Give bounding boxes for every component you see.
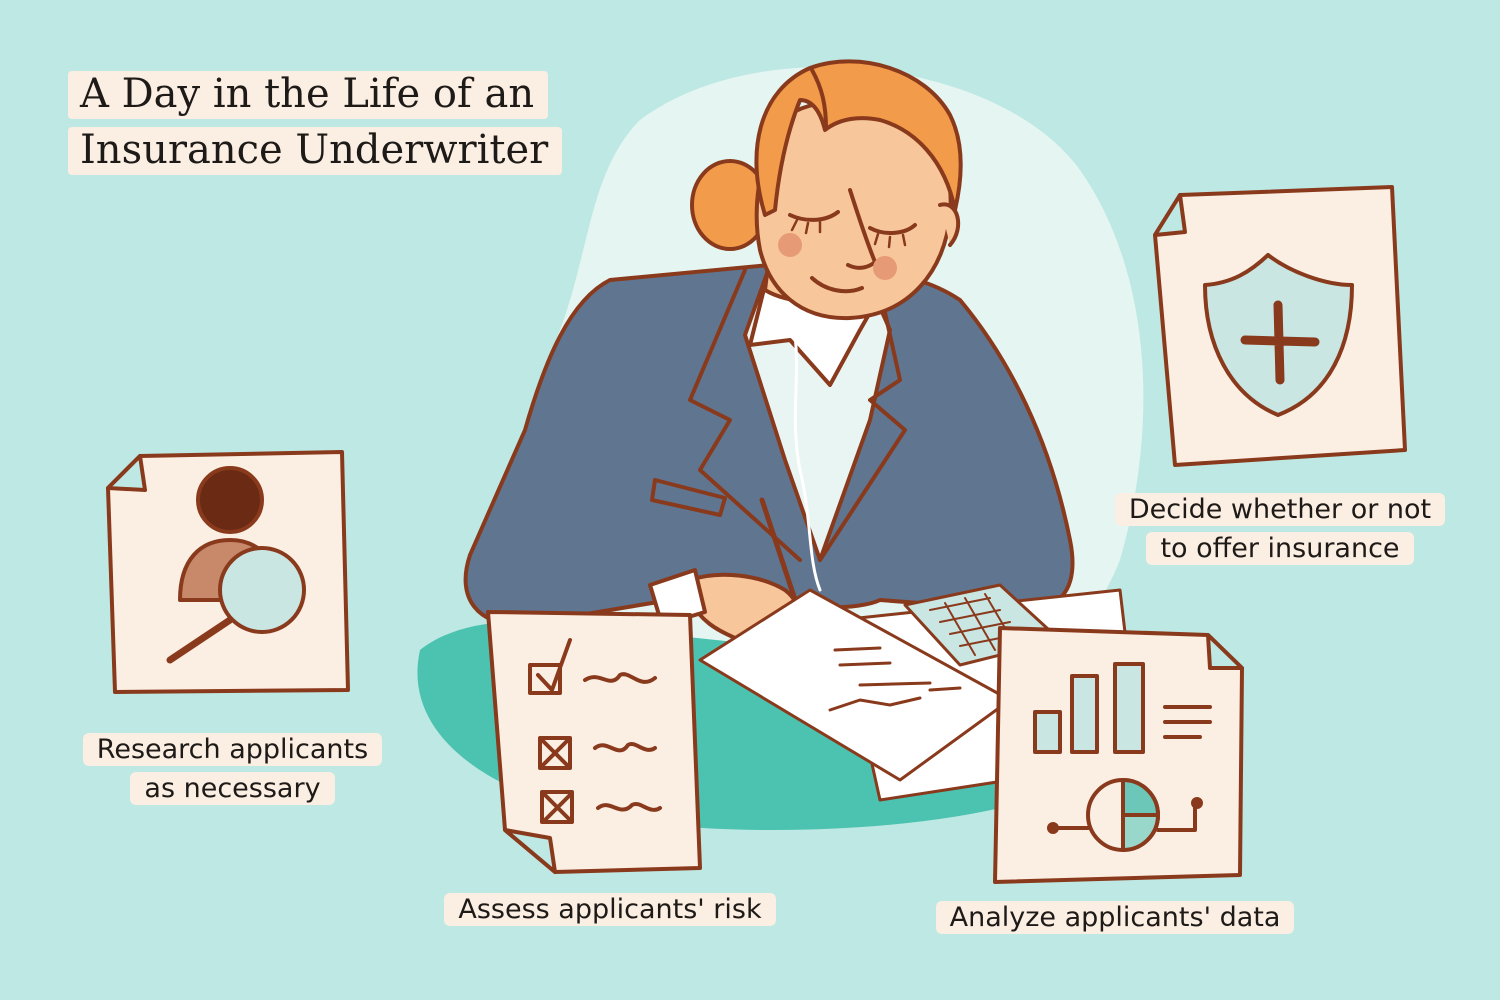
jacket-pocket [650, 478, 727, 517]
caption-research-line-1: Research applicants [82, 733, 383, 766]
title-line-1: A Day in the Life of an [68, 71, 549, 119]
checklist-icon [486, 610, 702, 874]
bar-pie-chart-icon [993, 626, 1244, 884]
cheek-right [873, 256, 897, 280]
title-line-2: Insurance Underwriter [68, 127, 563, 175]
eye-right [868, 223, 917, 235]
lapel-left [688, 268, 802, 562]
ear [938, 202, 961, 247]
caption-assess: Assess applicants' risk [420, 890, 800, 929]
shield-cross-icon [1153, 185, 1407, 467]
caption-decide-line-1: Decide whether or not [1114, 493, 1446, 526]
eye-left [788, 210, 840, 222]
cheek-left [778, 233, 802, 257]
caption-assess-line-1: Assess applicants' risk [444, 893, 776, 926]
hair [754, 59, 963, 217]
caption-research-line-2: as necessary [130, 772, 335, 805]
person [463, 59, 1075, 663]
earphone-wire [793, 333, 822, 592]
caption-research: Research applicants as necessary [60, 730, 405, 808]
magnifier-person-icon [106, 450, 350, 694]
caption-decide: Decide whether or not to offer insurance [1090, 490, 1470, 568]
caption-analyze: Analyze applicants' data [905, 898, 1325, 937]
caption-decide-line-2: to offer insurance [1146, 532, 1414, 565]
page-title: A Day in the Life of an Insurance Underw… [68, 66, 668, 178]
lapel-right [818, 288, 907, 562]
caption-analyze-line-1: Analyze applicants' data [935, 901, 1295, 934]
mouth [810, 276, 864, 294]
hair-part [810, 68, 828, 130]
shirt-cuff [648, 568, 707, 627]
